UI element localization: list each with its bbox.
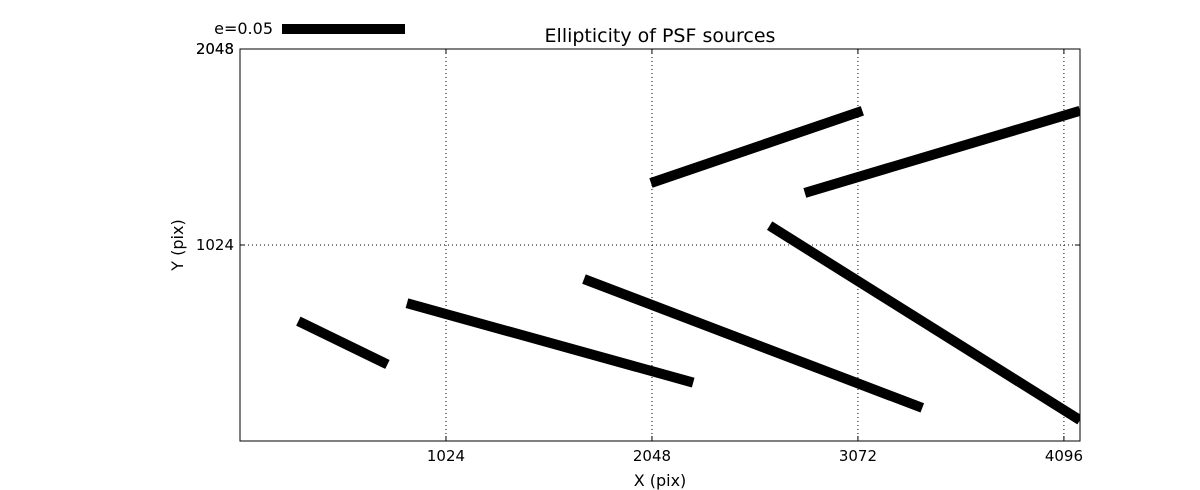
chart-title: Ellipticity of PSF sources [545, 25, 776, 47]
y-axis-label: Y (pix) [168, 219, 187, 271]
x-axis-label: X (pix) [634, 471, 687, 490]
grid-lines [240, 49, 1080, 441]
ellipticity-segment-1 [296, 316, 390, 369]
ellipticity-segments [296, 106, 1080, 425]
y-tick-label: 2048 [196, 40, 234, 58]
x-tick-label: 2048 [633, 447, 671, 465]
y-tick-label-extra: 2048 [196, 40, 234, 58]
x-tick-label: 3072 [839, 447, 877, 465]
y-tick-label: 1024 [196, 236, 234, 254]
x-tick-label: 4096 [1045, 447, 1083, 465]
key-label: e=0.05 [214, 19, 273, 38]
ellipticity-segment-5 [766, 221, 1080, 425]
ellipticity-segment-4 [649, 106, 864, 188]
ellipticity-segment-6 [803, 106, 1080, 198]
ellipticity-segment-3 [582, 274, 925, 413]
x-tick-label: 1024 [427, 447, 465, 465]
ellipticity-segment-2 [405, 298, 695, 388]
